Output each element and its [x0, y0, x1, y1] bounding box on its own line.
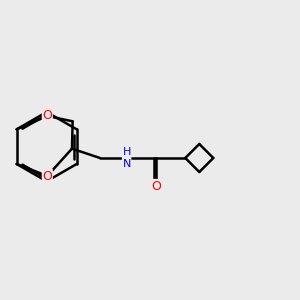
- Text: O: O: [151, 179, 161, 193]
- Text: O: O: [42, 110, 52, 122]
- Text: H
N: H N: [122, 147, 131, 169]
- Text: O: O: [42, 169, 52, 182]
